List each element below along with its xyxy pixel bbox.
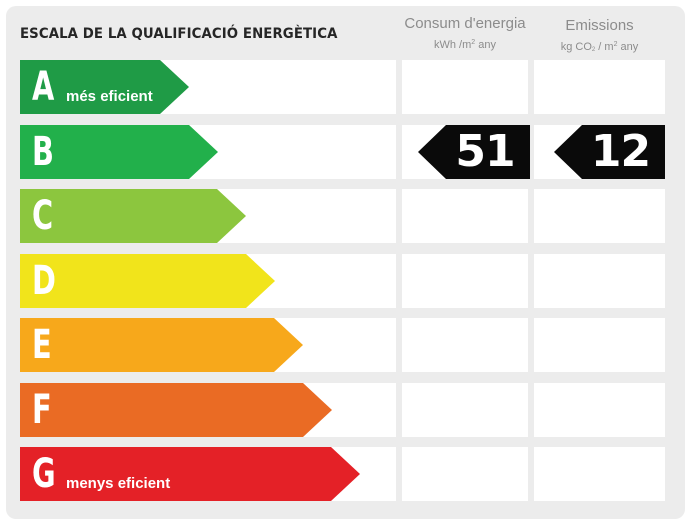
energy-class-e-arrow: E (20, 318, 303, 372)
energy-class-letter: E (32, 322, 52, 368)
energy-class-letter: F (32, 387, 52, 433)
cell-emissions-e (534, 318, 665, 372)
rating-marker-consum: 51 (418, 125, 530, 179)
consum-unit: kWh /m2 any (434, 39, 496, 51)
cell-consum-g (402, 447, 528, 501)
rating-marker-emissions-shape (554, 125, 665, 179)
cell-consum-a (402, 60, 528, 114)
label-title: ESCALA DE LA QUALIFICACIÓ ENERGÈTICA (20, 26, 338, 42)
cell-emissions-g (534, 447, 665, 501)
energy-class-letter: B (32, 129, 54, 175)
energy-class-description: més eficient (66, 88, 153, 105)
energy-class-c-arrow: C (20, 189, 246, 243)
rating-marker-consum-shape (418, 125, 530, 179)
energy-class-b-arrow: B (20, 125, 218, 179)
cell-emissions-d (534, 254, 665, 308)
cell-consum-f (402, 383, 528, 437)
rating-value-consum: 51 (455, 126, 515, 177)
energy-class-letter: C (32, 193, 54, 239)
energy-class-letter: D (32, 258, 56, 304)
energy-class-letter: G (32, 451, 56, 497)
emissions-unit: kg CO2 / m2 any (560, 41, 639, 53)
energy-class-f-shape (20, 383, 332, 437)
energy-class-e-shape (20, 318, 303, 372)
energy-class-description: menys eficient (66, 475, 171, 492)
cell-emissions-f (534, 383, 665, 437)
energy-class-f-arrow: F (20, 383, 332, 437)
energy-class-d-shape (20, 254, 275, 308)
column-header-emissions: Emissions kg CO2 / m2 any (534, 17, 665, 57)
rating-value-emissions: 12 (590, 126, 651, 177)
cell-consum-e (402, 318, 528, 372)
column-header-consum: Consum d'energia kWh /m2 any (402, 15, 528, 52)
energy-class-letter: A (32, 64, 55, 110)
cell-emissions-c (534, 189, 665, 243)
consum-label: Consum d'energia (404, 15, 526, 32)
cell-consum-d (402, 254, 528, 308)
cell-consum-c (402, 189, 528, 243)
energy-class-d-arrow: D (20, 254, 275, 308)
energy-class-a-shape (20, 60, 189, 114)
energy-class-g-shape (20, 447, 360, 501)
emissions-label: Emissions (565, 17, 634, 34)
energy-class-c-shape (20, 189, 246, 243)
rating-marker-emissions: 12 (554, 125, 665, 179)
cell-emissions-a (534, 60, 665, 114)
energy-class-b-shape (20, 125, 218, 179)
